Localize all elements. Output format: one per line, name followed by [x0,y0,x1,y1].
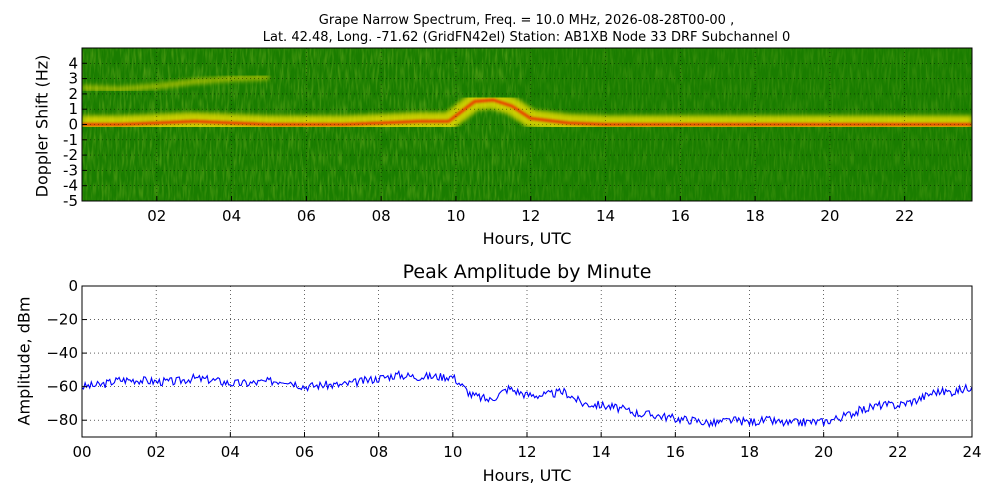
spectrogram-x-tick-label: 12 [521,207,540,225]
spectrogram-x-tick-label: 04 [222,207,241,225]
doppler-high-trace [82,74,270,93]
doppler-main-trace [82,98,972,126]
spectrogram-x-tick-label: 06 [297,207,316,225]
spectrogram-x-tick-label: 18 [746,207,765,225]
amplitude-y-tick-label: −40 [46,344,78,362]
spectrogram-x-tick-label: 20 [820,207,839,225]
spectrogram-y-tick-label: -2 [63,146,78,164]
spectrogram-x-tick-label: 16 [671,207,690,225]
amplitude-x-tick-label: 24 [962,443,981,461]
spectrogram-x-tick-label: 14 [596,207,615,225]
amplitude-y-tick-label: −80 [46,411,78,429]
amplitude-x-tick-label: 00 [72,443,91,461]
spectrogram-y-tick-label: 2 [68,85,78,103]
amplitude-background [82,286,972,437]
spectrogram-y-tick-label: 4 [68,54,78,72]
amplitude-x-tick-label: 14 [592,443,611,461]
amplitude-series-line [82,369,972,429]
figure-title-line-1: Grape Narrow Spectrum, Freq. = 10.0 MHz,… [318,13,735,28]
spectrogram-y-tick-label: 3 [68,70,78,88]
amplitude-chart-title: Peak Amplitude by Minute [402,261,652,283]
amplitude-x-tick-label: 22 [888,443,907,461]
spectrogram-y-axis-label: Doppler Shift (Hz) [32,54,52,198]
figure-title-line-2: Lat. 42.48, Long. -71.62 (GridFN42el) St… [262,30,791,45]
amplitude-x-tick-label: 16 [666,443,685,461]
amplitude-y-tick-label: −60 [46,378,78,396]
amplitude-x-tick-label: 04 [221,443,240,461]
amplitude-x-tick-label: 06 [295,443,314,461]
spectrogram-y-tick-label: 0 [68,116,78,134]
amplitude-panel: 00 02 04 06 08 10 12 14 16 18 20 22 24 0 −20 −40 −60 −80 [46,277,981,461]
amplitude-y-tick-label: 0 [68,277,78,295]
amplitude-x-tick-label: 02 [147,443,166,461]
amplitude-x-tick-label: 12 [517,443,536,461]
spectrogram-y-tick-label: -3 [63,161,78,179]
spectrogram-x-tick-label: 10 [446,207,465,225]
amplitude-x-tick-label: 08 [369,443,388,461]
spectrogram-y-tick-label: -5 [63,192,78,210]
spectrogram-y-tick-label: 1 [68,100,78,118]
spectrogram-x-tick-label: 22 [895,207,914,225]
amplitude-x-tick-label: 20 [814,443,833,461]
amplitude-y-tick-label: −20 [46,311,78,329]
spectrogram-x-axis-label: Hours, UTC [482,229,572,248]
amplitude-x-axis-label: Hours, UTC [482,466,572,485]
spectrogram-x-tick-label: 08 [372,207,391,225]
spectrogram-x-tick-label: 02 [147,207,166,225]
amplitude-x-tick-label: 10 [443,443,462,461]
amplitude-x-tick-label: 18 [740,443,759,461]
spectrogram-y-tick-label: -4 [63,177,78,195]
spectrogram-y-tick-label: -1 [63,131,78,149]
amplitude-y-axis-label: Amplitude, dBm [14,296,34,426]
